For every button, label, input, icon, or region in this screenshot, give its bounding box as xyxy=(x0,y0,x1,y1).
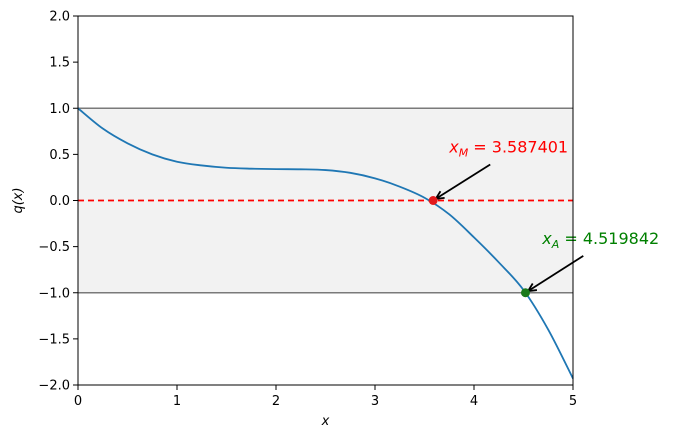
annotation-layer: xM = 3.587401 xA = 4.519842 xyxy=(428,138,659,298)
annotation-arrow-0 xyxy=(435,163,491,200)
y-axis-label: q(x) xyxy=(11,187,26,213)
x-tick-label: 3 xyxy=(371,394,379,409)
annotation-point-0 xyxy=(428,196,438,205)
x-axis-label: x xyxy=(321,414,330,429)
y-tick-label: −1.5 xyxy=(38,332,70,347)
x-ticks: 0 1 2 3 4 5 xyxy=(74,385,577,409)
annotation-label-0: xM = 3.587401 xyxy=(448,138,568,160)
y-tick-label: 0.0 xyxy=(49,194,70,209)
x-tick-label: 5 xyxy=(569,394,577,409)
y-tick-label: 1.5 xyxy=(49,56,70,71)
annotation-arrow-1 xyxy=(527,255,584,292)
series-layer xyxy=(77,107,574,379)
y-tick-label: 2.0 xyxy=(49,10,70,25)
y-tick-label: −2.0 xyxy=(38,379,70,394)
annotation-point-1 xyxy=(520,288,530,298)
y-tick-label: 0.5 xyxy=(49,148,70,163)
annotation-label-1: xA = 4.519842 xyxy=(541,229,659,251)
x-tick-label: 1 xyxy=(173,394,181,409)
y-tick-label: 1.0 xyxy=(49,102,70,117)
series-line-0 xyxy=(77,107,574,379)
x-tick-label: 0 xyxy=(74,394,82,409)
y-tick-label: −0.5 xyxy=(38,240,70,255)
y-ticks: 2.0 1.5 1.0 0.5 0.0 −0.5 −1.0 −1.5 −2.0 xyxy=(38,10,78,394)
x-tick-label: 2 xyxy=(272,394,280,409)
x-tick-label: 4 xyxy=(470,394,478,409)
y-tick-label: −1.0 xyxy=(38,286,70,301)
